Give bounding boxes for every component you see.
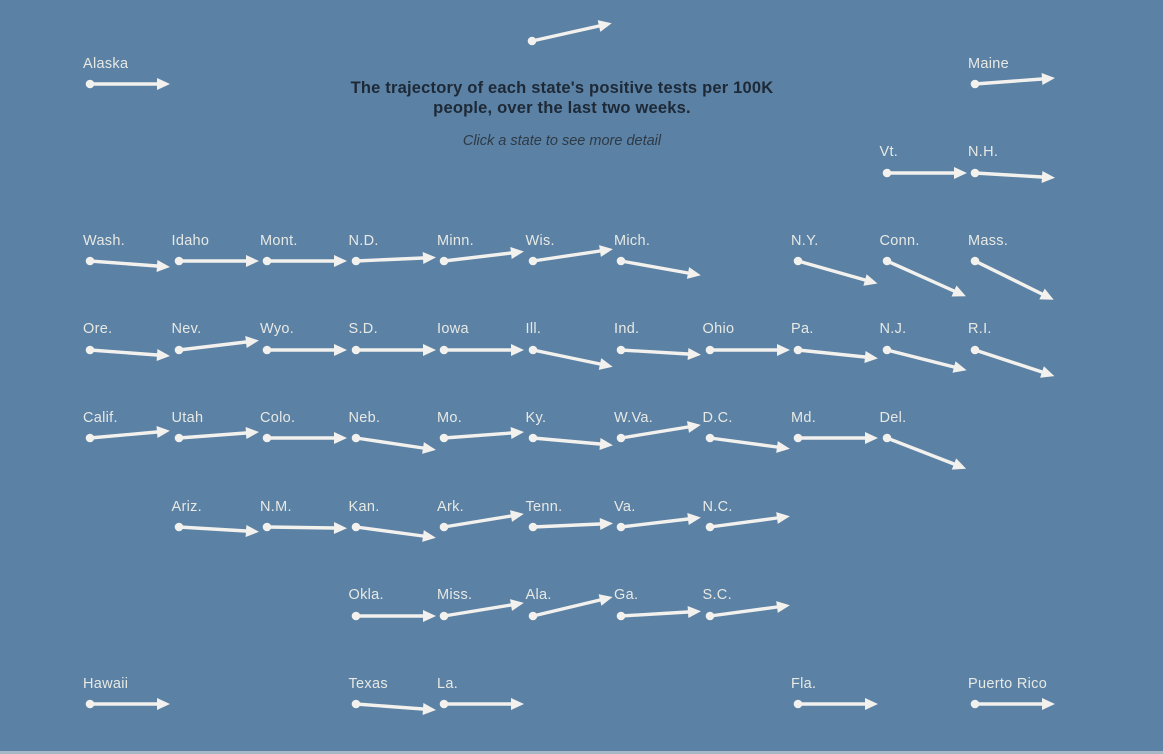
legend-trend-arrow-icon [523, 1, 638, 81]
state-del[interactable]: Del. [879, 409, 990, 470]
state-label: Tenn. [525, 498, 563, 515]
state-label: Wyo. [260, 321, 295, 338]
state-label: Miss. [437, 587, 473, 604]
state-label: Ala. [525, 587, 552, 604]
state-label: Ind. [614, 321, 640, 338]
state-fla[interactable]: Fla. [791, 676, 901, 734]
trend-arrow-glyph [527, 20, 612, 46]
state-label: Texas [348, 675, 388, 692]
state-label: Wash. [83, 232, 126, 249]
state-la[interactable]: La. [437, 676, 547, 734]
state-label: Mont. [260, 232, 298, 249]
state-label: Alaska [83, 55, 129, 72]
state-label: S.D. [348, 321, 378, 338]
state-label: D.C. [702, 409, 733, 426]
chart-title-line2: people, over the last two weeks. [433, 99, 691, 117]
state-label: Colo. [260, 409, 296, 426]
state-label: Ariz. [171, 498, 202, 515]
state-label: N.D. [348, 232, 379, 249]
state-label: Iowa [437, 321, 469, 338]
state-label: Hawaii [83, 675, 129, 692]
state-r-i[interactable]: R.I. [968, 321, 1078, 379]
state-label: Ore. [83, 321, 113, 338]
state-hawaii[interactable]: Hawaii [83, 676, 193, 734]
state-label: Nev. [171, 321, 202, 338]
state-label: Minn. [437, 232, 474, 249]
state-label: Fla. [791, 675, 817, 692]
state-label: Utah [171, 409, 204, 426]
state-puerto-rico[interactable]: Puerto Rico [968, 676, 1078, 734]
state-label: Pa. [791, 321, 814, 338]
state-label: N.J. [879, 321, 907, 338]
state-label: Wis. [525, 232, 555, 249]
state-label: S.C. [702, 587, 732, 604]
state-label: Maine [968, 55, 1009, 72]
state-label: Okla. [348, 587, 384, 604]
state-label: Conn. [879, 232, 920, 249]
state-mich[interactable]: Mich. [614, 233, 724, 291]
state-label: Kan. [348, 498, 380, 515]
state-label: Va. [614, 498, 636, 515]
state-label: Ill. [525, 321, 542, 338]
state-label: Mass. [968, 232, 1009, 249]
state-label: R.I. [968, 321, 992, 338]
state-label: Ga. [614, 587, 639, 604]
state-label: Ark. [437, 498, 464, 515]
state-maine[interactable]: Maine [968, 56, 1078, 114]
state-label: Calif. [83, 409, 118, 426]
state-label: N.H. [968, 144, 999, 161]
state-n-c[interactable]: N.C. [703, 499, 813, 557]
state-label: Md. [791, 409, 817, 426]
state-s-c[interactable]: S.C. [703, 587, 813, 645]
page-bottom-edge [0, 751, 1163, 754]
state-label: Mich. [614, 232, 651, 249]
state-n-h[interactable]: N.H. [968, 144, 1078, 202]
state-label: Neb. [348, 409, 381, 426]
state-label: N.Y. [791, 232, 819, 249]
state-mass[interactable]: Mass. [968, 232, 1078, 300]
state-label: Ky. [525, 409, 547, 426]
chart-subtitle: Click a state to see more detail [462, 133, 662, 149]
state-label: Ohio [702, 321, 735, 338]
state-label: Vt. [879, 144, 899, 161]
state-alaska[interactable]: Alaska [83, 56, 193, 114]
state-label: N.C. [702, 498, 733, 515]
state-label: Puerto Rico [968, 675, 1048, 692]
state-label: Mo. [437, 409, 463, 426]
state-label: W.Va. [614, 409, 654, 426]
state-label: La. [437, 675, 459, 692]
chart-title-line1: The trajectory of each state's positive … [350, 79, 774, 97]
state-label: N.M. [260, 498, 292, 515]
chart-title: The trajectory of each state's positive … [0, 78, 1124, 118]
state-label: Idaho [171, 232, 210, 249]
state-label: Del. [879, 409, 907, 426]
